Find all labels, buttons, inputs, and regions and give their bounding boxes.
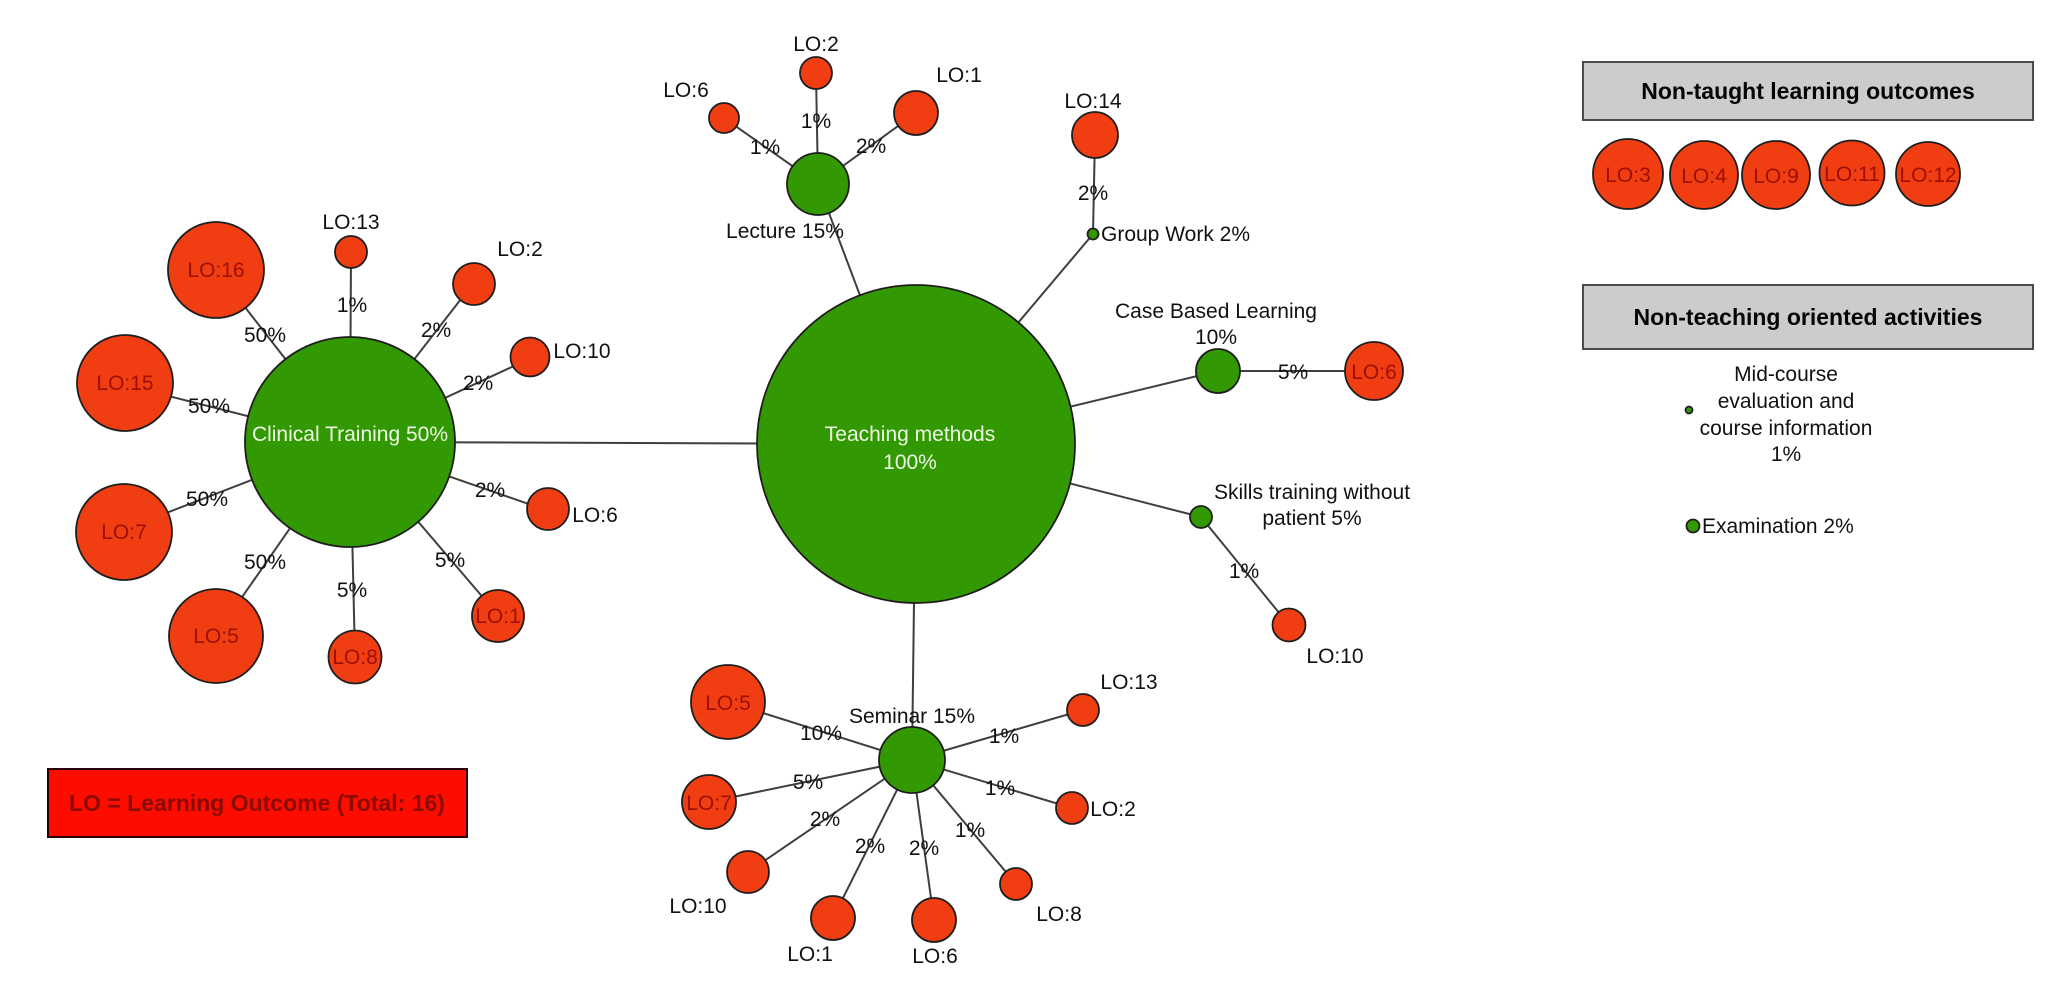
svg-text:LO:10: LO:10 bbox=[669, 895, 726, 918]
svg-text:100%: 100% bbox=[883, 451, 937, 474]
svg-text:LO:9: LO:9 bbox=[1753, 165, 1799, 188]
svg-text:LO:7: LO:7 bbox=[101, 521, 147, 544]
svg-text:LO:6: LO:6 bbox=[912, 945, 958, 968]
svg-text:5%: 5% bbox=[1278, 361, 1308, 384]
svg-text:LO:16: LO:16 bbox=[187, 259, 244, 282]
svg-text:LO = Learning Outcome (Total:: LO = Learning Outcome (Total: 16) bbox=[69, 790, 445, 816]
svg-text:LO:12: LO:12 bbox=[1899, 164, 1956, 187]
svg-text:2%: 2% bbox=[810, 808, 840, 831]
svg-text:5%: 5% bbox=[337, 579, 367, 602]
svg-text:Case Based Learning: Case Based Learning bbox=[1115, 300, 1317, 323]
svg-text:50%: 50% bbox=[244, 324, 286, 347]
svg-text:2%: 2% bbox=[1078, 182, 1108, 205]
svg-text:LO:6: LO:6 bbox=[1351, 361, 1397, 384]
svg-text:5%: 5% bbox=[793, 771, 823, 794]
svg-text:1%: 1% bbox=[989, 725, 1019, 748]
svg-text:50%: 50% bbox=[244, 551, 286, 574]
svg-text:LO:6: LO:6 bbox=[663, 79, 709, 102]
svg-text:LO:5: LO:5 bbox=[193, 625, 239, 648]
svg-text:LO:5: LO:5 bbox=[705, 692, 751, 715]
svg-text:LO:10: LO:10 bbox=[1306, 645, 1363, 668]
svg-text:LO:10: LO:10 bbox=[553, 340, 610, 363]
svg-text:50%: 50% bbox=[186, 488, 228, 511]
svg-text:1%: 1% bbox=[801, 110, 831, 133]
svg-text:LO:8: LO:8 bbox=[1036, 903, 1082, 926]
svg-text:LO:2: LO:2 bbox=[497, 238, 543, 261]
svg-text:Seminar 15%: Seminar 15% bbox=[849, 705, 975, 728]
svg-text:LO:1: LO:1 bbox=[475, 605, 521, 628]
svg-text:Clinical Training 50%: Clinical Training 50% bbox=[252, 423, 448, 446]
svg-text:2%: 2% bbox=[463, 372, 493, 395]
svg-text:Mid-course: Mid-course bbox=[1734, 363, 1838, 386]
svg-text:2%: 2% bbox=[475, 479, 505, 502]
svg-text:Examination 2%: Examination 2% bbox=[1702, 515, 1854, 538]
svg-text:LO:6: LO:6 bbox=[572, 504, 618, 527]
svg-text:Teaching methods: Teaching methods bbox=[825, 423, 995, 446]
svg-text:10%: 10% bbox=[800, 722, 842, 745]
svg-text:1%: 1% bbox=[955, 819, 985, 842]
svg-text:Group Work 2%: Group Work 2% bbox=[1101, 223, 1250, 246]
svg-text:LO:13: LO:13 bbox=[322, 211, 379, 234]
svg-text:2%: 2% bbox=[856, 135, 886, 158]
svg-text:LO:15: LO:15 bbox=[96, 372, 153, 395]
svg-text:course information: course information bbox=[1700, 417, 1873, 440]
svg-text:LO:1: LO:1 bbox=[787, 943, 833, 966]
svg-text:LO:8: LO:8 bbox=[332, 646, 378, 669]
svg-text:5%: 5% bbox=[435, 549, 465, 572]
svg-text:2%: 2% bbox=[421, 319, 451, 342]
svg-text:LO:14: LO:14 bbox=[1064, 90, 1122, 113]
svg-text:10%: 10% bbox=[1195, 326, 1237, 349]
svg-text:LO:1: LO:1 bbox=[936, 64, 982, 87]
svg-text:Skills training without: Skills training without bbox=[1214, 481, 1410, 504]
svg-text:1%: 1% bbox=[337, 294, 367, 317]
svg-text:LO:7: LO:7 bbox=[686, 792, 732, 815]
svg-text:LO:2: LO:2 bbox=[1090, 798, 1136, 821]
svg-text:LO:2: LO:2 bbox=[793, 33, 839, 56]
svg-text:1%: 1% bbox=[750, 136, 780, 159]
svg-text:2%: 2% bbox=[909, 837, 939, 860]
svg-text:1%: 1% bbox=[1771, 443, 1801, 466]
svg-text:LO:11: LO:11 bbox=[1824, 163, 1880, 186]
svg-text:Lecture 15%: Lecture 15% bbox=[726, 220, 844, 243]
svg-text:2%: 2% bbox=[855, 835, 885, 858]
svg-text:Non-teaching oriented activiti: Non-teaching oriented activities bbox=[1634, 304, 1983, 330]
svg-text:LO:3: LO:3 bbox=[1605, 164, 1651, 187]
svg-text:patient 5%: patient 5% bbox=[1262, 507, 1361, 530]
svg-text:LO:4: LO:4 bbox=[1681, 165, 1727, 188]
svg-text:50%: 50% bbox=[188, 395, 230, 418]
svg-text:LO:13: LO:13 bbox=[1100, 671, 1157, 694]
svg-text:evaluation and: evaluation and bbox=[1718, 390, 1855, 413]
svg-text:1%: 1% bbox=[985, 777, 1015, 800]
svg-text:1%: 1% bbox=[1229, 560, 1259, 583]
svg-text:Non-taught learning outcomes: Non-taught learning outcomes bbox=[1641, 78, 1975, 104]
